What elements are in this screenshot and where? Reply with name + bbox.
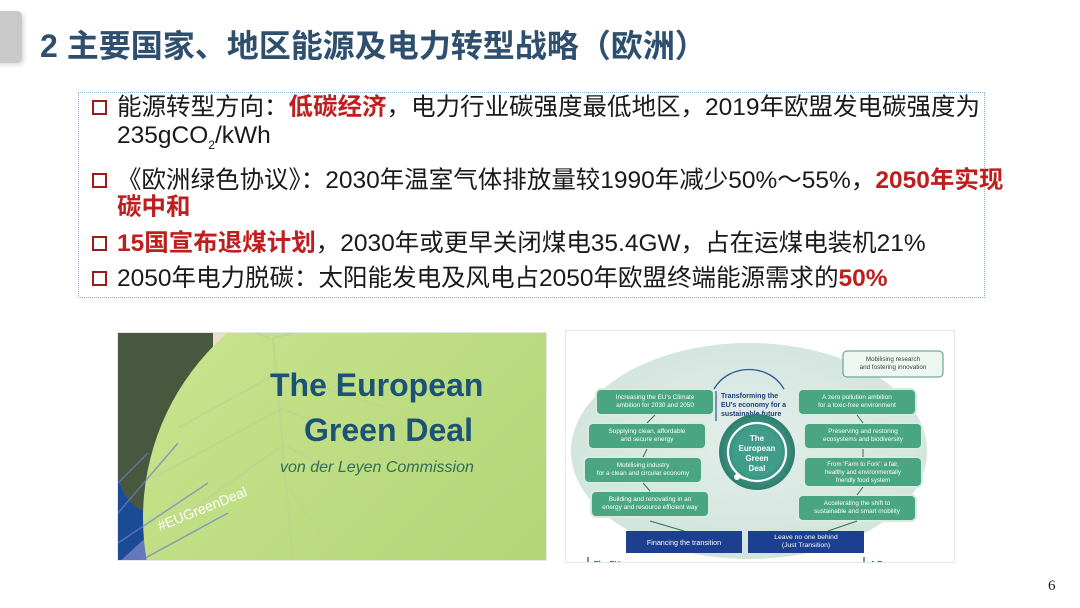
svg-text:ambition for 2030 and 2050: ambition for 2030 and 2050 [616,402,694,409]
svg-text:Mobilising research: Mobilising research [866,356,921,363]
svg-text:Mobilising industry: Mobilising industry [617,462,670,469]
svg-text:Accelerating the shift to: Accelerating the shift to [824,500,891,507]
svg-text:healthy and environmentally: healthy and environmentally [825,469,902,476]
svg-text:The European: The European [270,367,483,403]
svg-text:friendly food system: friendly food system [836,477,890,484]
svg-text:Increasing the EU's Climate: Increasing the EU's Climate [616,394,695,401]
svg-text:and secure energy: and secure energy [621,436,675,443]
svg-text:Building and renovating in an: Building and renovating in an [609,496,692,503]
svg-text:Supplying clean, affordable: Supplying clean, affordable [609,428,686,435]
svg-text:for a clean and circular econo: for a clean and circular economy [597,470,690,477]
svg-text:Leave no one behind: Leave no one behind [774,534,838,541]
svg-text:European: European [739,444,776,453]
svg-text:Green Deal: Green Deal [304,412,473,448]
svg-text:From 'Farm to Fork': a fair,: From 'Farm to Fork': a fair, [827,461,899,468]
svg-text:The: The [750,434,765,443]
svg-text:Transforming the: Transforming the [721,393,778,400]
svg-text:for a toxic-free environment: for a toxic-free environment [818,402,896,409]
svg-text:sustainable and smart mobility: sustainable and smart mobility [814,508,901,515]
svg-text:The EU as a: The EU as a [594,559,638,563]
svg-text:and fostering innovation: and fostering innovation [860,364,927,371]
svg-text:A European: A European [870,559,913,563]
svg-text:von der Leyen Commission: von der Leyen Commission [280,459,474,476]
svg-text:EU's economy for a: EU's economy for a [721,402,786,409]
svg-text:Preserving and restoring: Preserving and restoring [828,428,898,435]
svg-text:Deal: Deal [749,464,766,473]
svg-text:energy and resource efficient: energy and resource efficient way [602,504,698,511]
svg-text:A zero pollution ambition: A zero pollution ambition [822,394,892,401]
svg-text:(Just Transition): (Just Transition) [782,542,830,549]
svg-text:Financing the transition: Financing the transition [647,538,721,547]
svg-text:ecosystems and biodiversity: ecosystems and biodiversity [823,436,904,443]
svg-text:Green: Green [745,454,768,463]
